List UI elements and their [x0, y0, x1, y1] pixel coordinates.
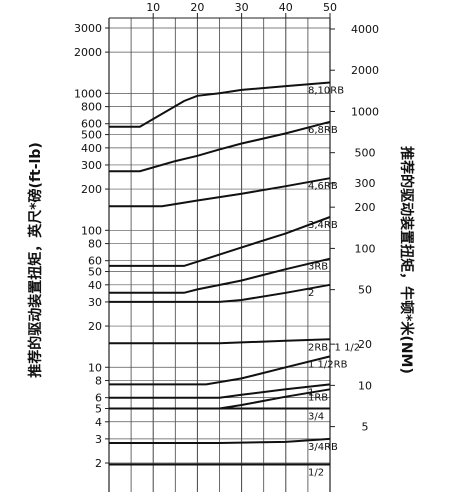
left-tick-label: 500: [81, 129, 102, 142]
series-label: 1RB: [308, 392, 328, 403]
left-tick-label: 800: [81, 101, 102, 114]
right-tick-label: 300: [355, 177, 376, 190]
series-label: 1: [308, 387, 314, 398]
left-axis-title: 推荐的驱动装置扭矩，英尺*磅(ft-lb): [27, 142, 44, 378]
left-tick-label: 5: [95, 402, 102, 415]
left-tick-label: 30: [88, 296, 102, 309]
series-label: 3RB: [308, 262, 328, 273]
series-label: 4,6RB: [308, 181, 338, 192]
series-line: [109, 437, 331, 444]
left-tick-label: 6: [95, 392, 102, 405]
series-label: 2: [308, 288, 314, 299]
left-tick-label: 100: [81, 224, 102, 237]
series-labels: 8,10RB 6,8RB 4,6RB 3,4RB 3RB 2 2RB, 1 1/2 1 1/2…: [308, 86, 360, 479]
right-tick-label: 200: [355, 201, 376, 214]
x-tick-label: 40: [279, 1, 293, 14]
series-line: [109, 283, 331, 303]
left-tick-label: 10: [88, 361, 102, 374]
left-tick-label: 60: [88, 255, 102, 268]
series-label: 1 1/2RB: [308, 359, 348, 370]
x-tick-label: 20: [190, 1, 204, 14]
left-tick-label: 2000: [74, 46, 102, 59]
right-tick-label: 50: [358, 284, 372, 297]
series-label: 8,10RB: [308, 86, 344, 97]
series-line: [109, 120, 331, 173]
series-label: 6,8RB: [308, 125, 338, 136]
right-tick-label: 4000: [351, 23, 379, 36]
series-line: [109, 81, 331, 128]
series-lines: [109, 81, 331, 466]
left-tick-label: 400: [81, 142, 102, 155]
series-label: 3,4RB: [308, 220, 338, 231]
x-tick-label: 10: [146, 1, 160, 14]
series-line: [109, 383, 331, 399]
x-tick-label: 50: [323, 1, 337, 14]
left-tick-label: 200: [81, 183, 102, 196]
series-label: 3/4RB: [308, 442, 338, 453]
right-tick-label: 2000: [351, 64, 379, 77]
series-line: [109, 257, 331, 294]
right-axis-title: 推荐的驱动装置扭矩，牛顿*米(NM): [398, 146, 415, 374]
x-tick-label: 30: [235, 1, 249, 14]
axes: 10 20 30 40 50300020001000800600500400300200…: [74, 1, 379, 492]
left-tick-label: 40: [88, 279, 102, 292]
left-tick-label: 3000: [74, 22, 102, 35]
right-tick-label: 100: [355, 242, 376, 255]
series-line: [109, 338, 331, 345]
right-tick-label: 20: [358, 338, 372, 351]
left-tick-label: 3: [95, 433, 102, 446]
right-tick-label: 1000: [351, 105, 379, 118]
left-tick-label: 300: [81, 159, 102, 172]
left-tick-label: 1000: [74, 87, 102, 100]
series-line: [109, 355, 331, 386]
left-tick-label: 50: [88, 266, 102, 279]
right-tick-label: 500: [355, 147, 376, 160]
left-tick-label: 80: [88, 238, 102, 251]
series-label: 3/4: [308, 411, 324, 422]
left-tick-label: 20: [88, 320, 102, 333]
series-line: [109, 177, 331, 208]
series-line: [109, 216, 331, 267]
series-label: 2RB, 1 1/2: [308, 342, 360, 353]
left-tick-label: 4: [95, 416, 102, 429]
left-tick-label: 2: [95, 457, 102, 470]
left-tick-label: 8: [95, 375, 102, 388]
series-label: 1/2: [308, 468, 324, 479]
right-tick-label: 5: [362, 421, 369, 434]
right-tick-label: 10: [358, 379, 372, 392]
left-tick-label: 600: [81, 118, 102, 131]
